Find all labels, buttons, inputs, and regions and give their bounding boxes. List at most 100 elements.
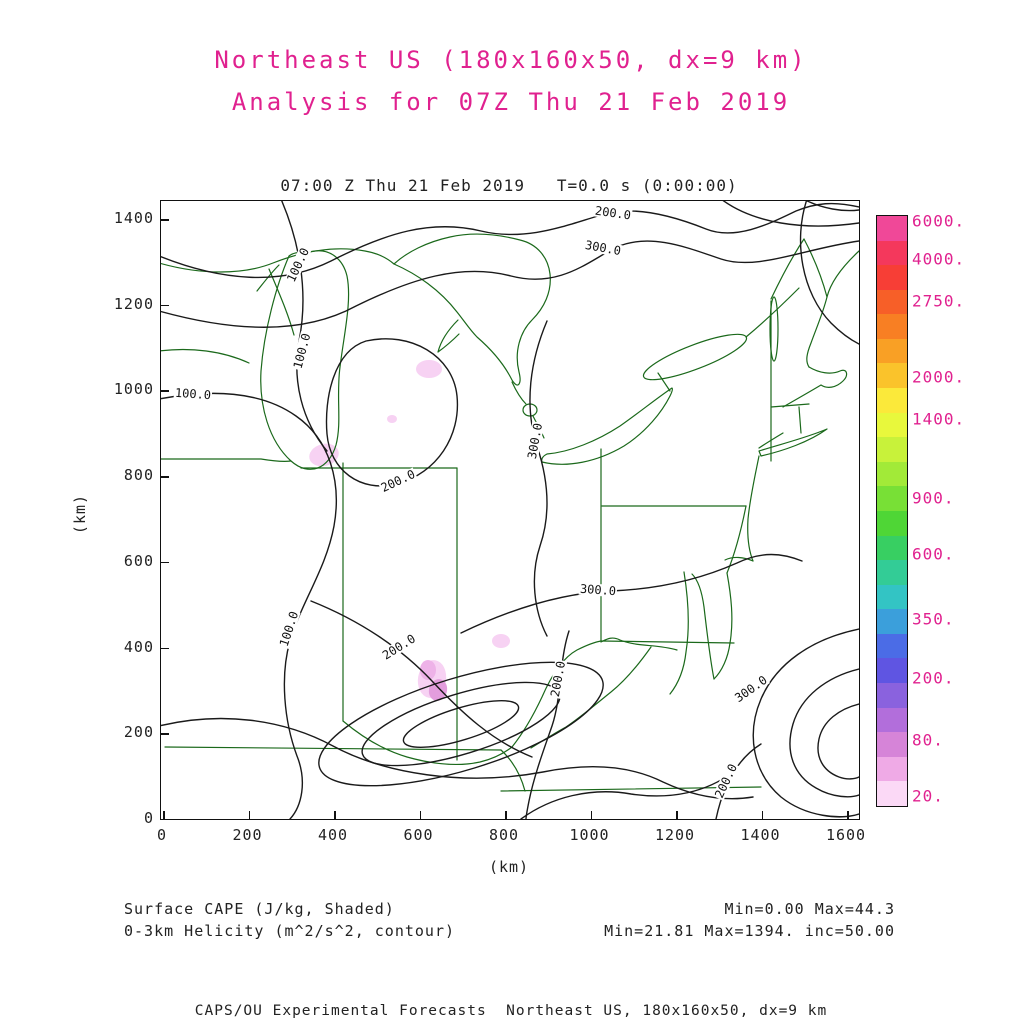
colorbar-cell — [877, 658, 907, 683]
massachusetts-coast-cape-cod — [782, 366, 848, 408]
x-axis-label: (km) — [488, 858, 530, 876]
connecticut-coast — [758, 432, 784, 449]
y-tick-label: 1000 — [113, 380, 154, 399]
helicity-contour — [161, 202, 859, 279]
massachusetts-connecticut-border — [770, 403, 810, 408]
plot-timestamp: 07:00 Z Thu 21 Feb 2019 T=0.0 s (0:00:00… — [280, 176, 738, 195]
wisconsin-border — [161, 348, 250, 364]
virginia-kentucky-corner — [500, 749, 526, 792]
helicity-contour — [722, 201, 859, 227]
x-tick-labels: 0 200 400 600 800 1000 1200 1400 1600 — [157, 826, 865, 846]
lake-ontario — [642, 333, 748, 381]
x-tick-label: 1200 — [654, 826, 696, 844]
contour-value-label: 300.0 — [578, 581, 618, 599]
colorbar-tick-label: 4000. — [912, 249, 966, 269]
x-tick-mark — [505, 811, 507, 819]
colorbar-cell — [877, 609, 907, 634]
chesapeake-west-shore — [669, 571, 689, 695]
colorbar-cell — [877, 289, 907, 315]
colorbar-cell — [877, 486, 907, 511]
colorbar-tick-label: 2000. — [912, 367, 966, 387]
colorbar-cell — [877, 756, 907, 782]
colorbar-cell — [877, 560, 907, 585]
lake-champlain — [769, 296, 779, 362]
y-tick-mark — [161, 819, 169, 820]
y-axis-label: (km) — [71, 493, 90, 535]
colorbar-tick-label: 80. — [912, 730, 944, 750]
plot-area: 200.0 300.0 100.0 100.0 100.0 200.0 300.0 300.0… — [160, 200, 860, 820]
vermont-newhampshire-border — [770, 238, 805, 300]
colorbar-cell — [877, 732, 907, 757]
colorbar-cell — [877, 265, 907, 290]
y-tick-mark — [161, 476, 169, 478]
maine-coast — [806, 250, 859, 368]
colorbar-cell — [877, 781, 907, 806]
y-tick-mark — [161, 304, 169, 307]
y-tick-label: 1400 — [113, 209, 154, 227]
colorbar-cell — [877, 510, 907, 536]
helicity-contour — [161, 240, 859, 328]
x-tick-mark — [847, 811, 849, 819]
colorbar — [876, 215, 908, 807]
colorbar-cell — [877, 240, 907, 266]
helicity-contour — [161, 392, 337, 819]
colorbar-tick-label: 2750. — [912, 291, 966, 311]
potomac-river — [600, 637, 678, 651]
x-tick-label: 800 — [488, 826, 520, 844]
colorbar-cell — [877, 363, 907, 389]
colorbar-tick-label: 900. — [912, 488, 955, 508]
colorbar-tick-label: 20. — [912, 786, 944, 806]
kentucky-tennessee-border — [164, 746, 502, 751]
cape-blob — [309, 443, 339, 467]
cape-blob — [416, 360, 442, 378]
ohio-river-west — [342, 720, 513, 766]
x-tick-label: 400 — [317, 826, 349, 844]
cape-blob — [492, 634, 510, 648]
saginaw-bay — [437, 319, 460, 353]
colorbar-tick-label: 6000. — [912, 211, 966, 231]
colorbar-cell — [877, 216, 907, 241]
page-title-line1: Northeast US (180x160x50, dx=9 km) — [214, 46, 808, 74]
y-tick-label: 0 — [143, 809, 154, 827]
cape-blob — [387, 415, 397, 423]
colorbar-cell — [877, 338, 907, 364]
y-tick-label: 400 — [123, 637, 154, 656]
colorbar-cell — [877, 707, 907, 733]
y-tick-mark — [161, 219, 169, 221]
x-tick-label: 1400 — [740, 826, 781, 844]
helicity-contour — [361, 681, 561, 767]
colorbar-cell — [877, 437, 907, 462]
niagara-river — [657, 372, 671, 392]
y-tick-label: 1200 — [113, 294, 154, 313]
y-tick-labels: 0 200 400 600 800 1000 1200 1400 — [100, 200, 154, 827]
y-tick-mark — [161, 647, 169, 650]
colorbar-cell — [877, 314, 907, 339]
colorbar-cell — [877, 461, 907, 487]
x-tick-label: 600 — [403, 826, 434, 844]
connecticut-rhodeisland-border — [798, 406, 802, 434]
contour-field-caption: 0-3km Helicity (m^2/s^2, contour) — [124, 922, 456, 940]
x-tick-mark — [334, 811, 336, 819]
colorbar-cell — [877, 535, 907, 561]
map-svg — [161, 201, 859, 819]
helicity-contour — [310, 600, 533, 758]
map-outline-layer — [161, 233, 859, 792]
y-tick-label: 200 — [123, 723, 154, 742]
helicity-contour — [529, 320, 548, 637]
helicity-contour — [402, 700, 520, 748]
st-clair-river — [511, 381, 527, 405]
lake-huron — [393, 233, 551, 386]
lake-erie — [541, 387, 673, 465]
mason-dixon-line — [600, 640, 735, 644]
colorbar-cell — [877, 388, 907, 413]
delmarva-east-coast — [713, 572, 733, 680]
page-title-line2: Analysis for 07Z Thu 21 Feb 2019 — [231, 88, 791, 116]
newjersey-coast — [747, 455, 760, 562]
x-tick-mark — [419, 811, 421, 819]
helicity-contour — [817, 703, 859, 780]
colorbar-cell — [877, 682, 907, 708]
helicity-contour — [805, 201, 859, 212]
long-island — [758, 428, 828, 457]
helicity-contour — [520, 771, 734, 819]
